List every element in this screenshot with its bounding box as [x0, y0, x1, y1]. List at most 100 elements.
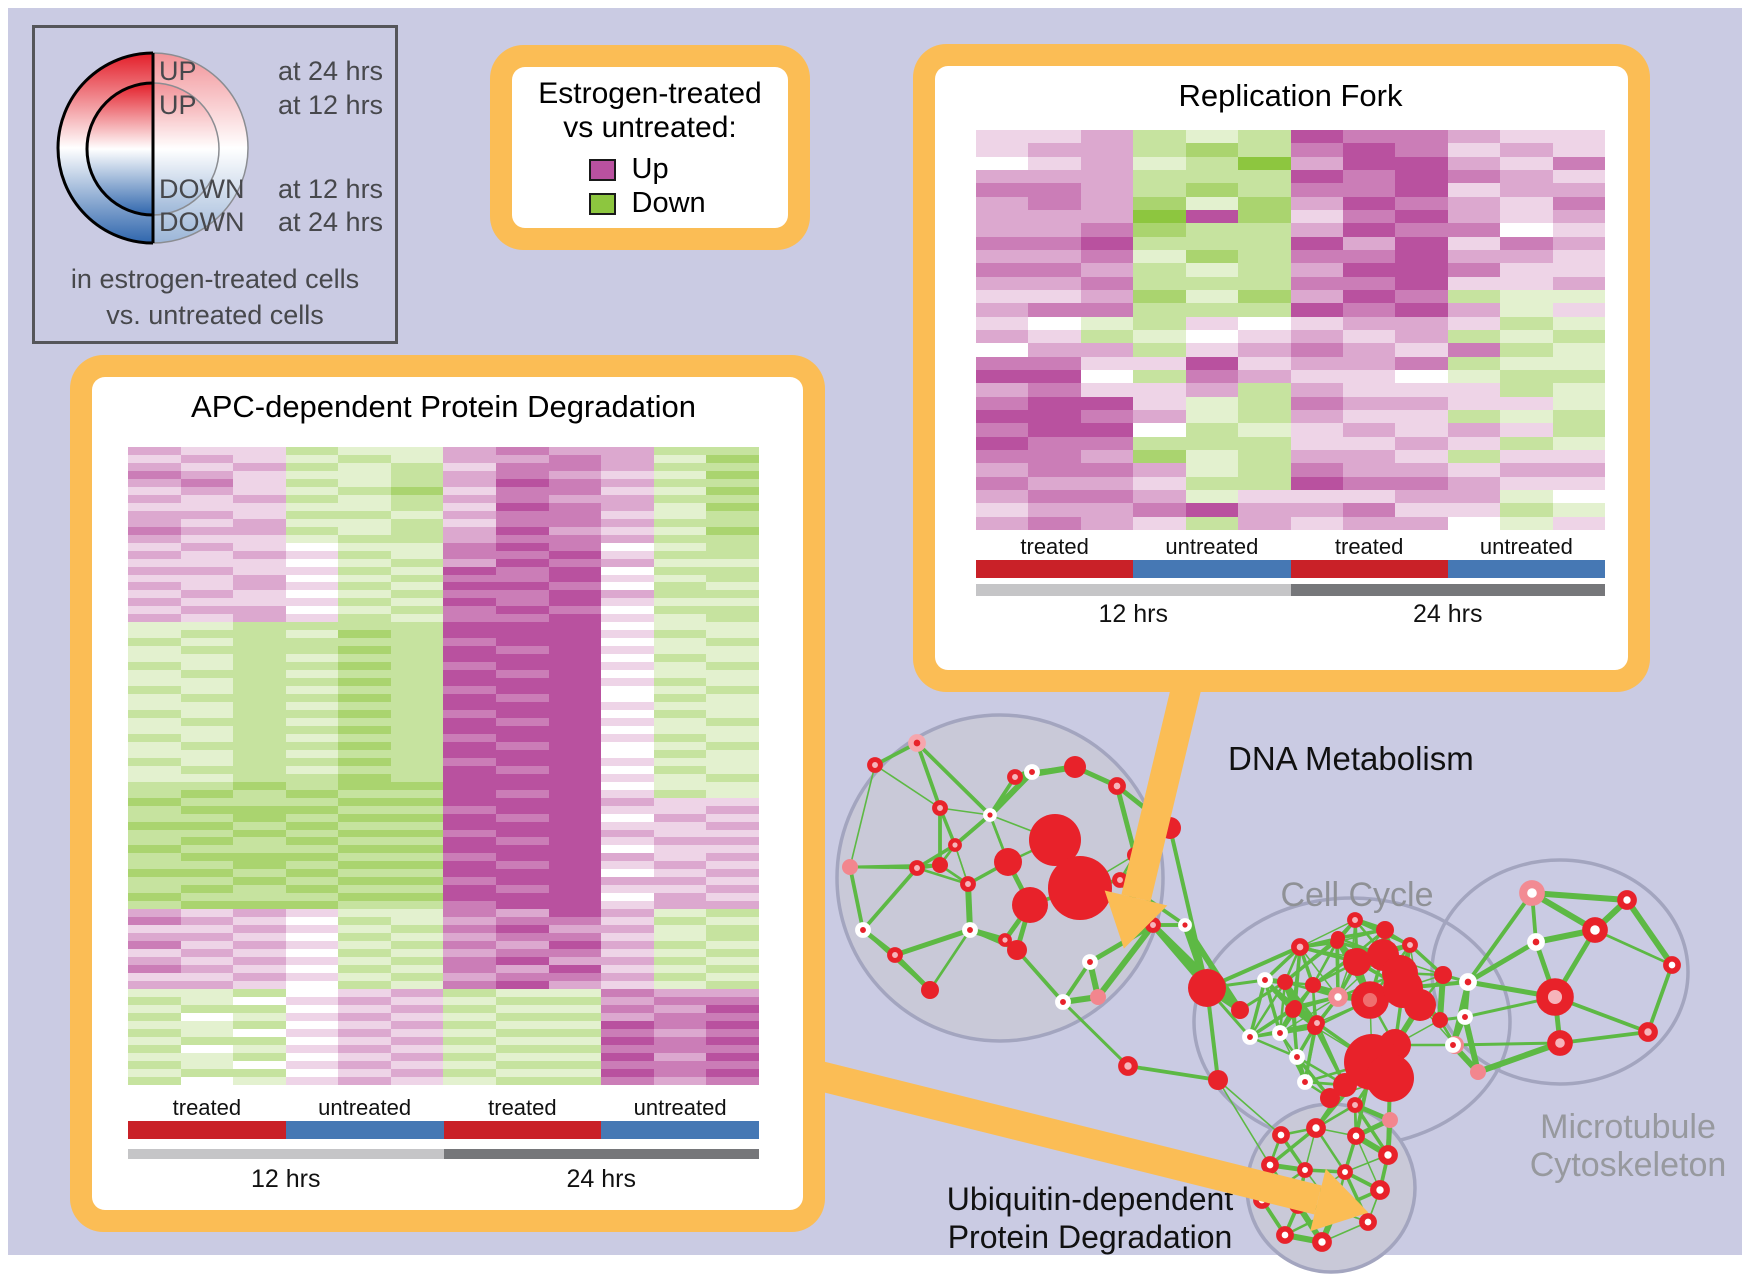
gene-node	[842, 859, 858, 875]
gene-node	[1359, 1213, 1377, 1231]
gene-node	[1402, 937, 1418, 953]
legend-up24-time: at 24 hrs	[278, 56, 384, 86]
time-label: 12 hrs	[1098, 600, 1168, 628]
heatmap-row	[976, 249, 1606, 264]
heatmap-row	[128, 470, 759, 479]
gene-node	[1351, 981, 1389, 1019]
network-edge	[1625, 899, 1674, 966]
gene-node	[1320, 1088, 1340, 1108]
gene-node	[1242, 1029, 1258, 1045]
heatmap-row	[128, 909, 759, 918]
network-edge	[1061, 1000, 1130, 1068]
gene-node	[960, 876, 976, 892]
gene-node	[1208, 1070, 1228, 1090]
heatmap-row	[976, 383, 1606, 397]
gene-node	[1432, 1012, 1448, 1028]
heatmap-row	[128, 821, 759, 830]
cluster-label: DNA Metabolism	[1228, 740, 1474, 777]
heatmap-row	[128, 957, 759, 965]
heatmap-row	[128, 654, 759, 663]
network-edge	[1249, 1036, 1298, 1058]
condition-color-bar	[1290, 560, 1448, 578]
heatmap-row	[976, 289, 1606, 304]
heatmap-row	[128, 964, 759, 973]
gene-node	[1048, 856, 1112, 920]
heatmap-row	[976, 343, 1606, 357]
heatmap-row	[976, 409, 1606, 424]
gene-node	[1306, 1118, 1326, 1138]
heatmap-row	[128, 447, 759, 455]
heatmap-row	[128, 853, 759, 862]
heatmap-row	[976, 263, 1606, 277]
heatmap-row	[128, 686, 759, 695]
network-edge	[915, 741, 992, 817]
gene-node	[921, 981, 939, 999]
time-label: 24 hrs	[1413, 600, 1483, 628]
gene-node	[1231, 1001, 1249, 1019]
heatmap-row	[976, 476, 1606, 490]
gene-node	[908, 734, 926, 752]
gene-node	[1261, 1156, 1279, 1174]
gene-node	[1007, 940, 1027, 960]
heatmap-row	[128, 972, 759, 981]
legend-item-up: Up	[512, 153, 788, 186]
heatmap-row	[128, 462, 759, 471]
network-edge	[1249, 1009, 1294, 1038]
heatmap-row	[128, 662, 759, 671]
gene-node	[1617, 890, 1637, 910]
time-color-bar	[976, 584, 1291, 596]
heatmap-row	[128, 996, 759, 1005]
gene-node	[1547, 1030, 1573, 1056]
heatmap-row	[128, 869, 759, 878]
gene-node	[1404, 989, 1436, 1021]
heatmap-row	[128, 526, 759, 535]
heatmap-row	[128, 622, 759, 631]
heatmap-row	[128, 901, 759, 910]
replication-fork-title: Replication Fork	[1178, 78, 1403, 113]
gene-node	[1582, 917, 1608, 943]
gene-node	[867, 757, 883, 773]
gene-node	[1337, 1164, 1353, 1180]
gene-node	[909, 860, 925, 876]
gene-node	[1459, 973, 1477, 991]
heatmap-row	[976, 329, 1606, 344]
gene-node	[1055, 994, 1071, 1010]
condition-label: untreated	[1479, 534, 1573, 559]
heatmap-row	[128, 494, 759, 503]
heatmap-row	[128, 694, 759, 702]
gene-node	[1118, 1056, 1138, 1076]
estrogen-legend-title-1: Estrogen-treated	[538, 77, 762, 110]
legend-down24-time: at 24 hrs	[278, 207, 384, 237]
gene-node	[1257, 972, 1273, 988]
condition-bar-rep	[976, 560, 1605, 578]
time-label: 12 hrs	[251, 1165, 321, 1193]
condition-label: untreated	[633, 1095, 727, 1120]
gene-node	[1376, 921, 1394, 939]
heatmap-row	[976, 489, 1606, 504]
time-color-bar	[128, 1149, 444, 1159]
legend-item-down: Down	[512, 187, 788, 220]
heatmap-row	[976, 130, 1606, 144]
heatmap-row	[976, 316, 1606, 330]
heatmap-row	[128, 829, 759, 838]
gene-node	[1272, 1126, 1290, 1144]
heatmap-row	[976, 423, 1606, 437]
heatmap-row	[976, 463, 1606, 477]
heatmap-row	[128, 582, 759, 591]
heatmap-row	[128, 1012, 759, 1021]
time-labels-rep: 12 hrs 24 hrs	[976, 600, 1605, 629]
network-edge	[915, 742, 942, 809]
heatmap-row	[128, 1052, 759, 1061]
heatmap-row	[128, 893, 759, 902]
callout-arrow-shaft	[1121, 668, 1205, 902]
heatmap-row	[128, 1044, 759, 1053]
network-edge	[874, 764, 941, 809]
gene-node	[1289, 1049, 1305, 1065]
condition-label: treated	[488, 1095, 557, 1120]
gene-node	[1434, 966, 1452, 984]
network-edge	[1114, 785, 1138, 856]
heatmap-row	[128, 598, 759, 607]
network-edge	[916, 866, 969, 886]
